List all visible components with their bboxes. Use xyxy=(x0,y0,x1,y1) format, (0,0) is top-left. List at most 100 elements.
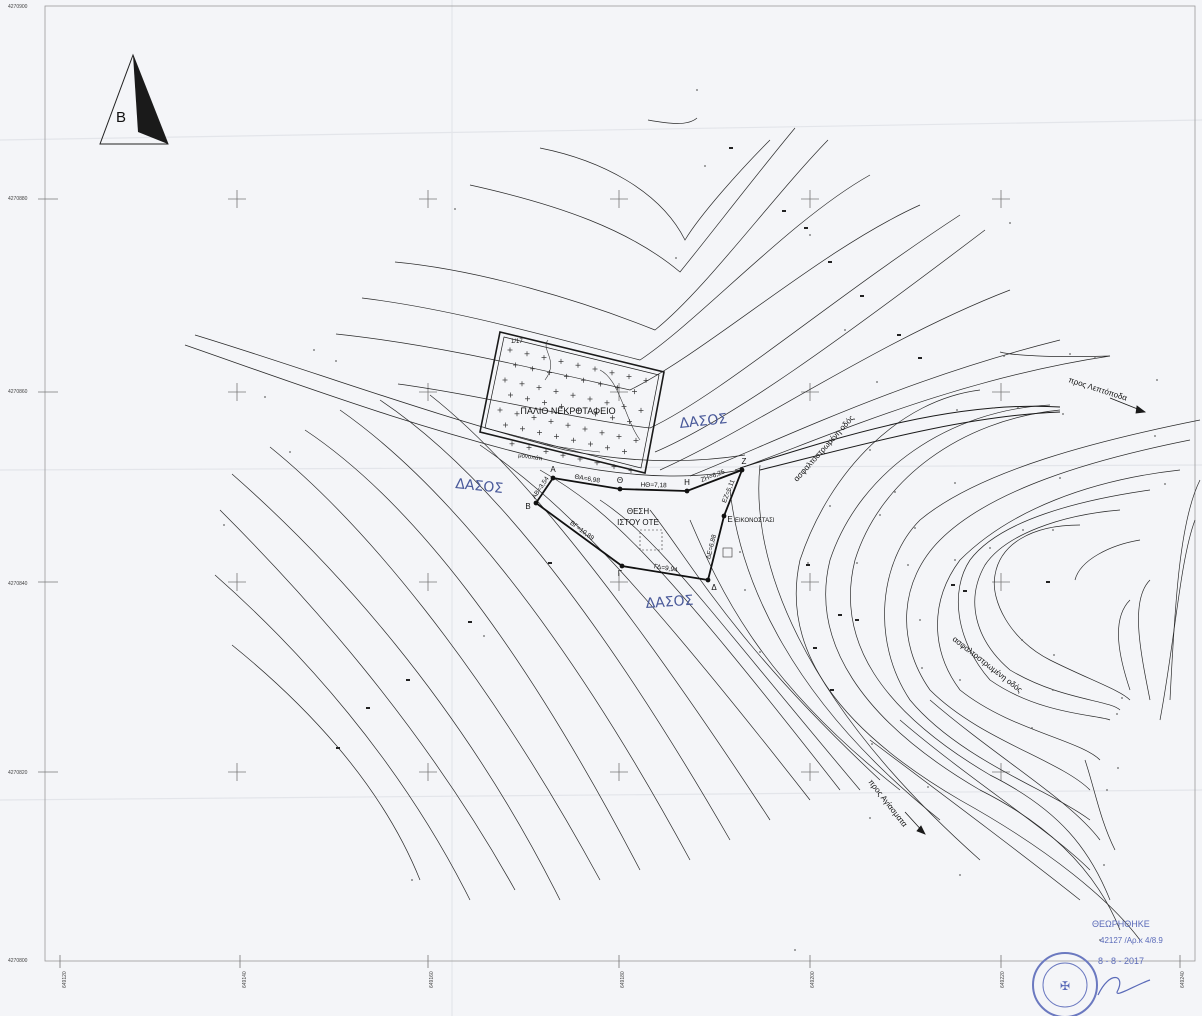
spot-height-dot xyxy=(1121,697,1123,699)
spot-height-dot xyxy=(313,349,315,351)
spot-height-dot xyxy=(411,879,413,881)
site-label-line1: ΘΕΣΗ xyxy=(627,507,650,516)
vertex-d-label: Δ xyxy=(711,583,717,592)
contour-index-mark xyxy=(897,334,901,336)
vertex-g-point xyxy=(619,563,625,569)
seg-tha-label: ΘΑ=6,98 xyxy=(574,474,601,485)
grid-y-label: 4270800 xyxy=(8,958,28,964)
spot-height-dot xyxy=(1069,353,1071,355)
spot-height-dot xyxy=(954,559,956,561)
spot-height-dot xyxy=(809,234,811,236)
contour-index-mark xyxy=(406,679,410,681)
vertex-g-label: Γ xyxy=(618,569,623,578)
direction-arrows xyxy=(904,397,1147,835)
grid-x-label: 649240 xyxy=(1180,971,1186,988)
spot-height-dot xyxy=(907,564,909,566)
contour-index-mark xyxy=(828,261,832,263)
spot-height-dot xyxy=(1021,639,1023,641)
spot-heights xyxy=(223,89,1166,951)
spot-height-dot xyxy=(264,396,266,398)
spot-height-dot xyxy=(894,491,896,493)
spot-height-dot xyxy=(989,547,991,549)
vertex-d-point xyxy=(705,577,711,583)
north-arrow: Β xyxy=(99,53,169,145)
map-frame xyxy=(44,5,1196,962)
spot-height-dot xyxy=(759,651,761,653)
spot-height-dot xyxy=(1009,222,1011,224)
spot-height-dot xyxy=(1053,654,1055,656)
spot-height-dot xyxy=(1116,713,1118,715)
spot-height-dot xyxy=(1052,529,1054,531)
spot-height-dot xyxy=(289,451,291,453)
contour-index-mark xyxy=(1046,581,1050,583)
spot-height-dot xyxy=(1106,789,1108,791)
spot-height-dot xyxy=(807,562,809,564)
spot-height-dot xyxy=(223,524,225,526)
spot-height-dot xyxy=(829,505,831,507)
spot-height-dot xyxy=(876,381,878,383)
spot-height-dot xyxy=(959,874,961,876)
grid-x-label: 649220 xyxy=(1000,971,1006,988)
contour-index-mark xyxy=(804,227,808,229)
forest-label-west: ΔΑΣΟΣ xyxy=(455,476,504,497)
grid-y-label: 4270860 xyxy=(8,389,28,395)
seg-hth-label: ΗΘ=7,18 xyxy=(640,482,667,490)
spot-height-dot xyxy=(869,449,871,451)
spot-height-dot xyxy=(704,165,706,167)
contour-index-mark xyxy=(830,689,834,691)
spot-height-dot xyxy=(794,949,796,951)
spot-height-dot xyxy=(1031,727,1033,729)
grid-x-label: 649160 xyxy=(429,971,435,988)
contour-index-mark xyxy=(951,584,955,586)
spot-height-dot xyxy=(959,679,961,681)
grid-crosses xyxy=(38,190,1181,968)
grid-x-label: 649140 xyxy=(242,971,248,988)
grid-y-label: 4270840 xyxy=(8,581,28,587)
vertex-a-label: Α xyxy=(550,465,556,474)
contour-index-mark xyxy=(729,147,733,149)
spot-height-dot xyxy=(739,551,741,553)
contour-index-mark xyxy=(336,747,340,749)
grid-x-label: 649180 xyxy=(620,971,626,988)
spot-height-dot xyxy=(1117,767,1119,769)
spot-height-dot xyxy=(1022,529,1024,531)
contour-index-mark xyxy=(838,614,842,616)
grid-y-label: 4270900 xyxy=(8,4,28,10)
grid-y-label: 4270820 xyxy=(8,770,28,776)
contour-index-mark xyxy=(918,357,922,359)
seg-gd-label: ΓΔ=9,94 xyxy=(653,563,678,574)
vertex-e-point xyxy=(721,513,727,519)
spot-height-dot xyxy=(1003,355,1005,357)
official-stamp: ✠ ΘΕΩΡΗΘΗΚΕ 42127 /Αρ.κ 4/8.9 8 - 8 - 20… xyxy=(1032,919,1163,1016)
stamp-reference: 42127 /Αρ.κ 4/8.9 xyxy=(1100,936,1163,945)
spot-height-dot xyxy=(919,619,921,621)
vertex-z-point xyxy=(739,467,745,473)
vertex-h-point xyxy=(684,488,690,494)
vertex-z-label: Ζ xyxy=(742,457,747,466)
spot-height-dot xyxy=(1154,435,1156,437)
vertex-e-label: Ε xyxy=(727,515,732,524)
old-cemetery xyxy=(479,331,665,474)
spot-height-dot xyxy=(1164,483,1166,485)
vertex-th-point xyxy=(617,486,623,492)
contour-lines xyxy=(184,117,1201,941)
grid-x-label: 649200 xyxy=(810,971,816,988)
spot-height-dot xyxy=(675,257,677,259)
spot-height-dot xyxy=(1103,864,1105,866)
cemetery-crosses xyxy=(497,347,649,473)
spot-height-dot xyxy=(956,409,958,411)
spot-height-dot xyxy=(1156,379,1158,381)
spot-height-dot xyxy=(483,635,485,637)
footpath-label: μονοπάτι xyxy=(518,452,544,462)
spot-height-dot xyxy=(1059,477,1061,479)
spot-height-dot xyxy=(871,743,873,745)
contour-index-mark xyxy=(806,564,810,566)
forest-label-north: ΔΑΣΟΣ xyxy=(679,411,728,432)
spot-height-dot xyxy=(921,667,923,669)
grid-x-labels: 649120 649140 649160 649180 649200 64922… xyxy=(62,971,1186,988)
spot-height-dot xyxy=(927,786,929,788)
spot-height-dot xyxy=(1099,939,1101,941)
spot-height-dot xyxy=(1052,689,1054,691)
